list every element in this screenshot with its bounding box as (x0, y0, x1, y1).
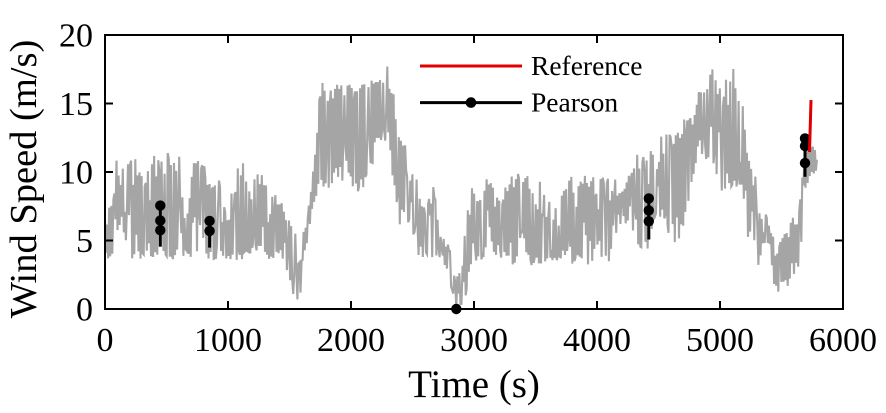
svg-text:Pearson: Pearson (531, 87, 618, 118)
svg-text:3000: 3000 (440, 322, 508, 359)
svg-text:20: 20 (59, 18, 93, 55)
svg-text:1000: 1000 (194, 322, 262, 359)
svg-text:Reference: Reference (531, 50, 642, 81)
svg-text:2000: 2000 (317, 322, 385, 359)
svg-text:6000: 6000 (809, 322, 877, 359)
svg-text:0: 0 (97, 322, 114, 359)
svg-text:5: 5 (76, 223, 93, 260)
svg-text:Wind Speed (m/s): Wind Speed (m/s) (3, 40, 45, 319)
svg-text:4000: 4000 (563, 322, 631, 359)
svg-text:0: 0 (76, 292, 93, 329)
svg-text:15: 15 (59, 86, 93, 123)
svg-text:Time (s): Time (s) (408, 363, 540, 406)
svg-text:10: 10 (59, 155, 93, 192)
svg-text:5000: 5000 (686, 322, 754, 359)
